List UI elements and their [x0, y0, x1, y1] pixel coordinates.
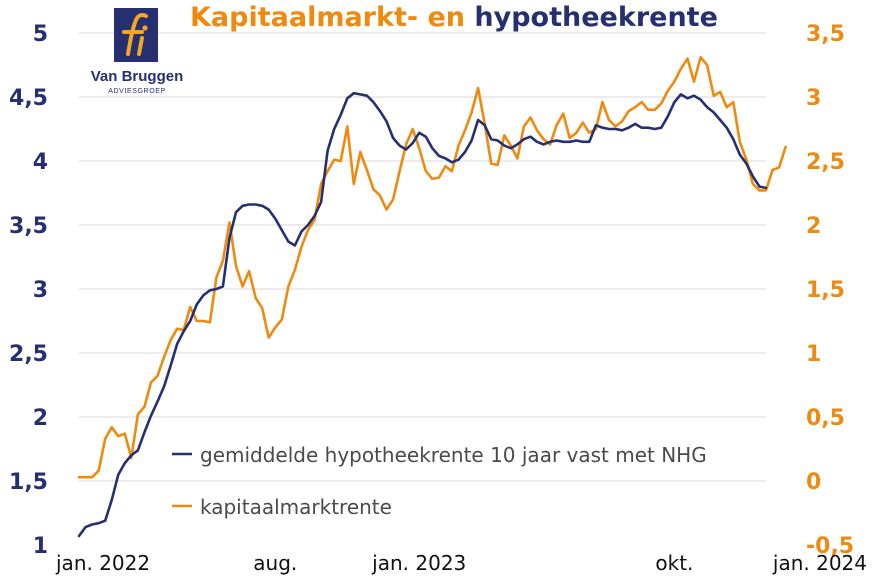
right-tick-label: 2 — [806, 214, 821, 239]
legend-label-hypotheekrente: gemiddelde hypotheekrente 10 jaar vast m… — [200, 443, 707, 467]
series-line-kapitaalmarktrente — [77, 56, 787, 479]
x-tick-label: aug. — [253, 551, 297, 575]
left-tick-label: 1,5 — [9, 470, 48, 495]
logo-monogram-box — [114, 8, 158, 62]
right-tick-label: 0 — [806, 470, 821, 495]
left-tick-label: 2 — [33, 406, 48, 431]
left-tick-label: 4 — [33, 150, 48, 175]
fi-monogram-icon — [122, 13, 148, 56]
van-bruggen-logo: Van Bruggen ADVIESGROEP — [78, 6, 196, 98]
x-tick-label: jan. 2023 — [371, 551, 466, 575]
right-tick-label: 2,5 — [806, 150, 845, 175]
chart-title-part2: hypotheekrente — [474, 2, 718, 33]
legend-label-kapitaalmarktrente: kapitaalmarktrente — [200, 495, 392, 519]
x-axis-ticks: jan. 2022 aug. jan. 2023 okt. jan. 2024 — [55, 551, 867, 575]
right-tick-label: 1,5 — [806, 278, 845, 303]
left-tick-label: 1 — [33, 534, 48, 559]
left-tick-label: 4,5 — [9, 86, 48, 111]
logo-subtitle: ADVIESGROEP — [108, 88, 166, 95]
x-tick-label: jan. 2024 — [772, 551, 867, 575]
logo-name: Van Bruggen — [90, 68, 184, 85]
right-tick-label: 1 — [806, 342, 821, 367]
left-axis-ticks: 1 1,5 2 2,5 3 3,5 4 4,5 5 — [9, 22, 48, 559]
legend: gemiddelde hypotheekrente 10 jaar vast m… — [172, 443, 707, 519]
right-tick-label: 3,5 — [806, 22, 845, 47]
right-tick-label: -0,5 — [806, 534, 854, 559]
x-tick-label: jan. 2022 — [55, 551, 150, 575]
chart-title: Kapitaalmarkt- en hypotheekrente — [190, 2, 718, 33]
right-axis-ticks: -0,5 0 0,5 1 1,5 2 2,5 3 3,5 — [806, 22, 854, 559]
right-tick-label: 0,5 — [806, 406, 845, 431]
x-tick-label: okt. — [655, 551, 693, 575]
right-tick-label: 3 — [806, 86, 821, 111]
left-tick-label: 3,5 — [9, 214, 48, 239]
chart-title-part1: Kapitaalmarkt- en — [190, 2, 465, 33]
series-line-hypotheekrente — [77, 91, 768, 538]
left-tick-label: 5 — [33, 22, 48, 47]
left-tick-label: 3 — [33, 278, 48, 303]
left-tick-label: 2,5 — [9, 342, 48, 367]
